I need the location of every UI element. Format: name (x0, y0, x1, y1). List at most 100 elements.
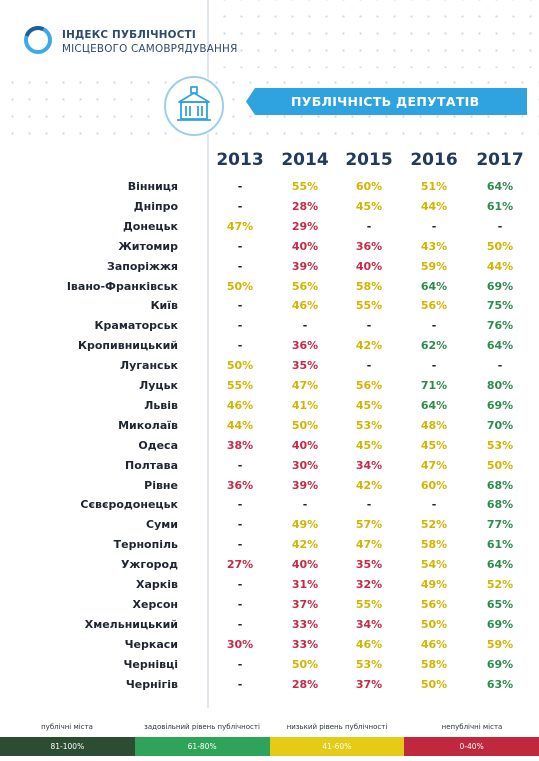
city-name: Сєвєродонецьк (80, 498, 178, 512)
value-cell: 47% (291, 379, 319, 392)
table-row: Харків - 31% 32% 49% 52% (0, 575, 539, 595)
value-cell: - (237, 657, 243, 671)
value-cell: 39% (291, 478, 319, 492)
value-cell: - (431, 498, 437, 512)
value-cell: 61% (486, 199, 514, 213)
value-cell: 50% (291, 657, 319, 671)
value-cell: - (366, 498, 372, 512)
value-cell: 46% (420, 637, 448, 651)
table-row: Луцьк 55% 47% 56% 71% 80% (0, 376, 539, 396)
value-cell: 33% (291, 637, 319, 651)
city-name: Полтава (124, 458, 178, 472)
table-row: Вінниця - 55% 60% 51% 64% (0, 177, 539, 197)
bottom-strip (0, 756, 539, 761)
value-cell: 57% (355, 518, 383, 532)
value-cell: 64% (486, 180, 514, 193)
city-name: Київ (150, 299, 178, 313)
value-cell: - (431, 319, 437, 333)
table-row: Хмельницький - 33% 34% 50% 69% (0, 615, 539, 635)
value-cell: 40% (291, 239, 319, 253)
city-name: Луганськ (119, 359, 178, 373)
value-cell: 60% (355, 180, 383, 193)
value-cell: - (237, 319, 243, 333)
legend-bar: 81-100% 61-80% 41-60% 0-40% (0, 737, 539, 756)
value-cell: 53% (355, 657, 383, 671)
value-cell: 36% (355, 239, 383, 253)
city-name: Запоріжжя (107, 259, 178, 273)
value-cell: 64% (486, 558, 514, 572)
logo-title: ІНДЕКС ПУБЛІЧНОСТІ (62, 29, 196, 41)
value-cell: 35% (291, 359, 319, 373)
value-cell: - (237, 597, 243, 611)
value-cell: 49% (291, 518, 319, 532)
value-cell: 39% (291, 259, 319, 273)
city-name: Тернопіль (113, 538, 178, 552)
value-cell: 44% (226, 418, 254, 432)
table-row: Миколаїв 44% 50% 53% 48% 70% (0, 416, 539, 436)
table-row: Черкаси 30% 33% 46% 46% 59% (0, 635, 539, 655)
year-2013: 2013 (216, 150, 264, 170)
legend-label-nonpublic: непублічні міста (441, 723, 503, 731)
value-cell: 40% (291, 558, 319, 572)
value-cell: 68% (486, 498, 514, 512)
city-name: Львів (144, 398, 178, 412)
table-row: Житомир - 40% 36% 43% 50% (0, 237, 539, 257)
value-cell: 46% (291, 299, 319, 313)
city-name: Дніпро (133, 199, 178, 213)
value-cell: - (237, 239, 243, 253)
value-cell: 28% (291, 677, 319, 691)
legend-range-nonpublic: 0-40% (404, 737, 539, 756)
banner-title: ПУБЛІЧНІСТЬ ДЕПУТАТІВ (291, 94, 480, 109)
year-2015: 2015 (345, 150, 393, 170)
table-row: Одеса 38% 40% 45% 45% 53% (0, 436, 539, 456)
value-cell: 33% (291, 617, 319, 631)
value-cell: 56% (420, 597, 448, 611)
value-cell: 58% (355, 279, 383, 293)
value-cell: 60% (420, 478, 448, 492)
value-cell: 69% (486, 657, 514, 671)
logo-subtitle: МІСЦЕВОГО САМОВРЯДУВАННЯ (62, 43, 238, 55)
value-cell: - (366, 359, 372, 373)
city-name: Івано-Франківськ (66, 279, 178, 293)
value-cell: 50% (486, 458, 514, 472)
value-cell: 68% (486, 478, 514, 492)
value-cell: 28% (291, 199, 319, 213)
table-row: Луганськ 50% 35% - - - (0, 356, 539, 376)
ring-logo-icon (22, 24, 54, 60)
value-cell: 50% (226, 359, 254, 373)
legend-label-low: низький рівень публічності (286, 723, 388, 731)
value-cell: - (237, 538, 243, 552)
value-cell: 69% (486, 398, 514, 412)
year-2017: 2017 (476, 150, 524, 170)
table-row: Львів 46% 41% 45% 64% 69% (0, 396, 539, 416)
value-cell: - (237, 617, 243, 631)
value-cell: 34% (355, 458, 383, 472)
value-cell: 42% (291, 538, 319, 552)
value-cell: 45% (420, 438, 448, 452)
value-cell: 70% (486, 418, 514, 432)
value-cell: - (366, 219, 372, 233)
value-cell: 55% (291, 180, 319, 193)
value-cell: 44% (420, 199, 448, 213)
table-row: Івано-Франківськ 50% 56% 58% 64% 69% (0, 277, 539, 297)
value-cell: - (237, 578, 243, 591)
value-cell: 36% (291, 339, 319, 353)
value-cell: - (237, 199, 243, 213)
table-row: Дніпро - 28% 45% 44% 61% (0, 197, 539, 217)
value-cell: 45% (355, 398, 383, 412)
value-cell: - (302, 319, 308, 333)
city-hall-icon (163, 75, 225, 137)
value-cell: 52% (486, 578, 514, 591)
value-cell: - (237, 518, 243, 532)
value-cell: 37% (355, 677, 383, 691)
value-cell: 27% (226, 558, 254, 572)
value-cell: - (237, 180, 243, 193)
legend-range-satisfactory: 61-80% (134, 737, 270, 756)
table-row: Рівне 36% 39% 42% 60% 68% (0, 476, 539, 496)
value-cell: 32% (355, 578, 383, 591)
value-cell: 41% (291, 398, 319, 412)
value-cell: 37% (291, 597, 319, 611)
table-row: Суми - 49% 57% 52% 77% (0, 515, 539, 535)
table-row: Ужгород 27% 40% 35% 54% 64% (0, 555, 539, 575)
value-cell: 56% (355, 379, 383, 392)
